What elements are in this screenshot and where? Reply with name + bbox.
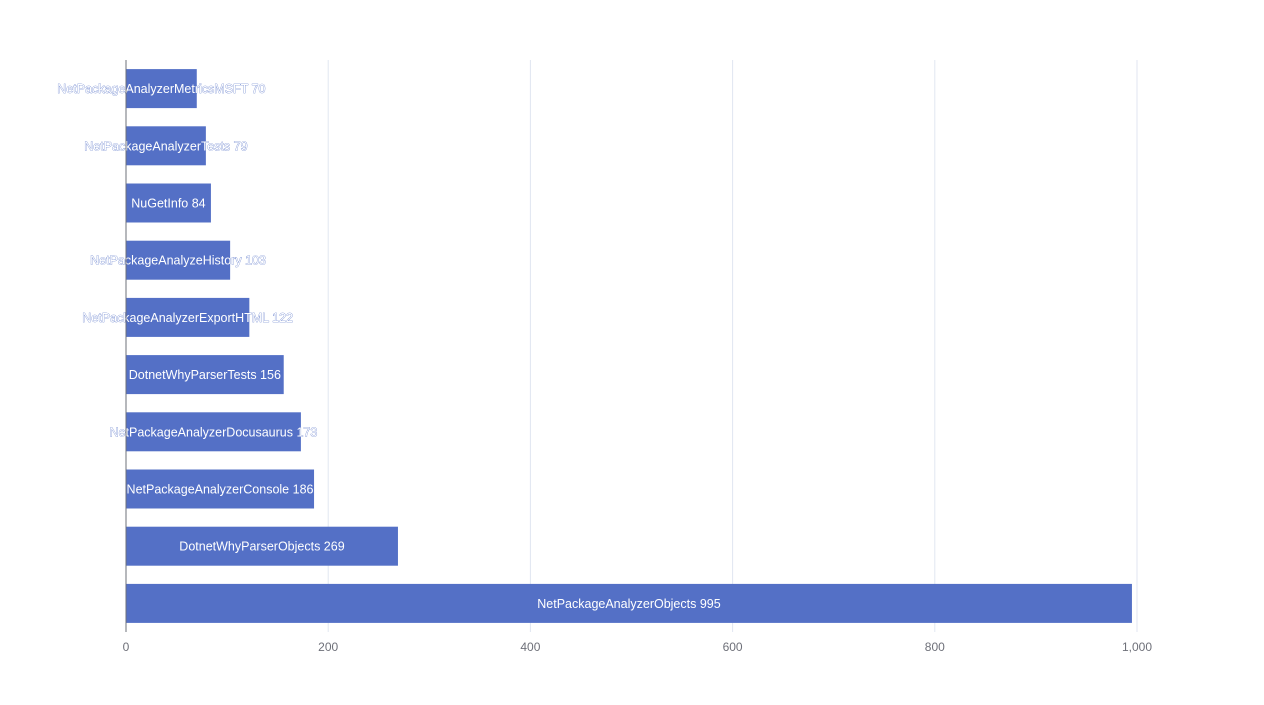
- bar-labels: NetPackageAnalyzerObjects 995 DotnetWhyPa…: [57, 82, 721, 611]
- gridlines: [327, 60, 1138, 632]
- bar-value-label: NetPackageAnalyzerDocusaurus 173: [110, 425, 318, 439]
- x-tick-label: 1,000: [1122, 640, 1152, 654]
- bar: [126, 412, 301, 452]
- bar-value-label: NetPackageAnalyzerObjects 995: [537, 597, 720, 611]
- bar-value-label: NetPackageAnalyzerTests 79: [84, 139, 247, 153]
- x-tick-label: 0: [123, 640, 130, 654]
- bar-value-label: NuGetInfo 84: [131, 197, 205, 211]
- bar: [126, 69, 197, 109]
- bar-value-label: NetPackageAnalyzeHistory 103: [90, 254, 266, 268]
- bar-value-label: NetPackageAnalyzerConsole 186: [127, 483, 314, 497]
- bars: [126, 69, 1132, 623]
- x-tick-label: 400: [520, 640, 540, 654]
- x-tick-label: 800: [925, 640, 945, 654]
- bar-value-label: NetPackageAnalyzerMetricsMSFT 70: [57, 82, 265, 96]
- bar: [126, 583, 1132, 623]
- bar-value-label: DotnetWhyParserTests 156: [129, 368, 281, 382]
- bar-value-label: DotnetWhyParserObjects 269: [179, 540, 344, 554]
- bar-value-label: NetPackageAnalyzerExportHTML 122: [82, 311, 293, 325]
- bar: [126, 183, 211, 223]
- x-tick-label: 200: [318, 640, 338, 654]
- bar: [126, 297, 250, 337]
- bar: [126, 240, 231, 280]
- bar: [126, 355, 284, 395]
- x-tick-label: 600: [723, 640, 743, 654]
- bar: [126, 469, 315, 509]
- bar: [126, 526, 398, 566]
- x-axis-tick-labels: 0 200 400 600 800 1,000: [123, 640, 1153, 654]
- bar: [126, 126, 206, 166]
